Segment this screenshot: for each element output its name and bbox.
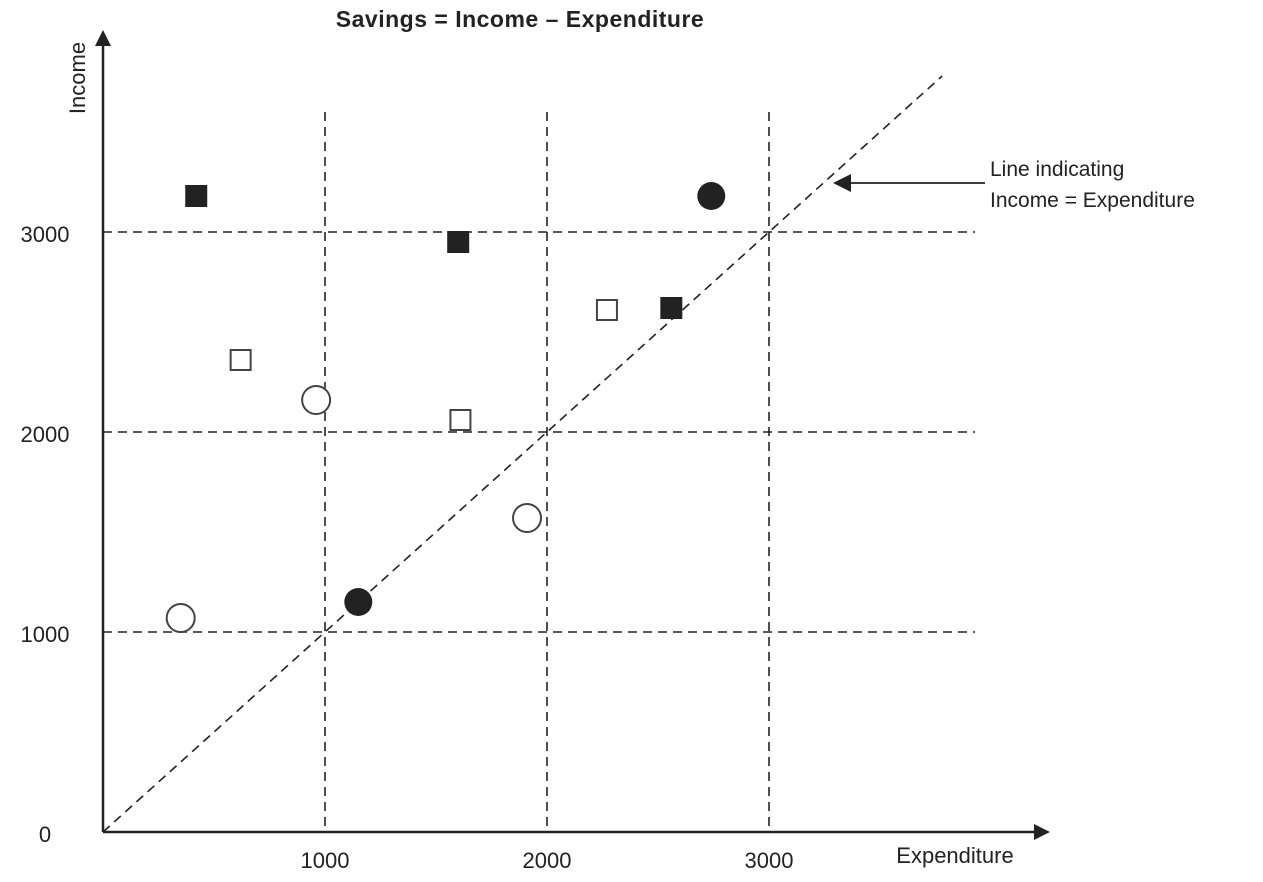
reference-line-group [102,75,985,833]
grid [103,112,975,832]
x-tick-label: 1000 [301,848,350,873]
x-tick-label: 3000 [745,848,794,873]
data-point-square-open [229,349,252,371]
chart-title: Savings = Income – Expenditure [336,6,704,32]
data-points [165,182,726,633]
x-axis-arrow [1034,824,1050,840]
x-tick-label: 2000 [523,848,572,873]
data-point-circle-open [165,603,196,633]
data-point-square-filled [185,185,208,207]
y-axis-arrow [95,30,111,46]
data-point-square-filled [447,231,470,253]
tick-labels: 0 1000 2000 3000 1000 2000 3000 [21,222,794,873]
y-tick-label: 3000 [21,222,70,247]
y-axis-label: Income [65,42,90,114]
reference-line [102,75,943,833]
data-point-circle-filled [344,588,373,616]
data-point-circle-open [512,503,543,533]
data-point-square-open [595,299,618,321]
data-point-square-open [449,409,472,431]
data-point-circle-filled [697,182,726,210]
y-tick-label: 0 [39,822,51,847]
data-point-square-filled [660,297,683,319]
x-axis-label: Expenditure [896,843,1013,868]
axes [95,30,1050,840]
reference-line-annotation-2: Income = Expenditure [990,189,1195,212]
reference-line-annotation: Line indicating [990,158,1124,181]
y-tick-label: 1000 [21,622,70,647]
y-tick-label: 2000 [21,422,70,447]
data-point-circle-open [301,385,332,415]
